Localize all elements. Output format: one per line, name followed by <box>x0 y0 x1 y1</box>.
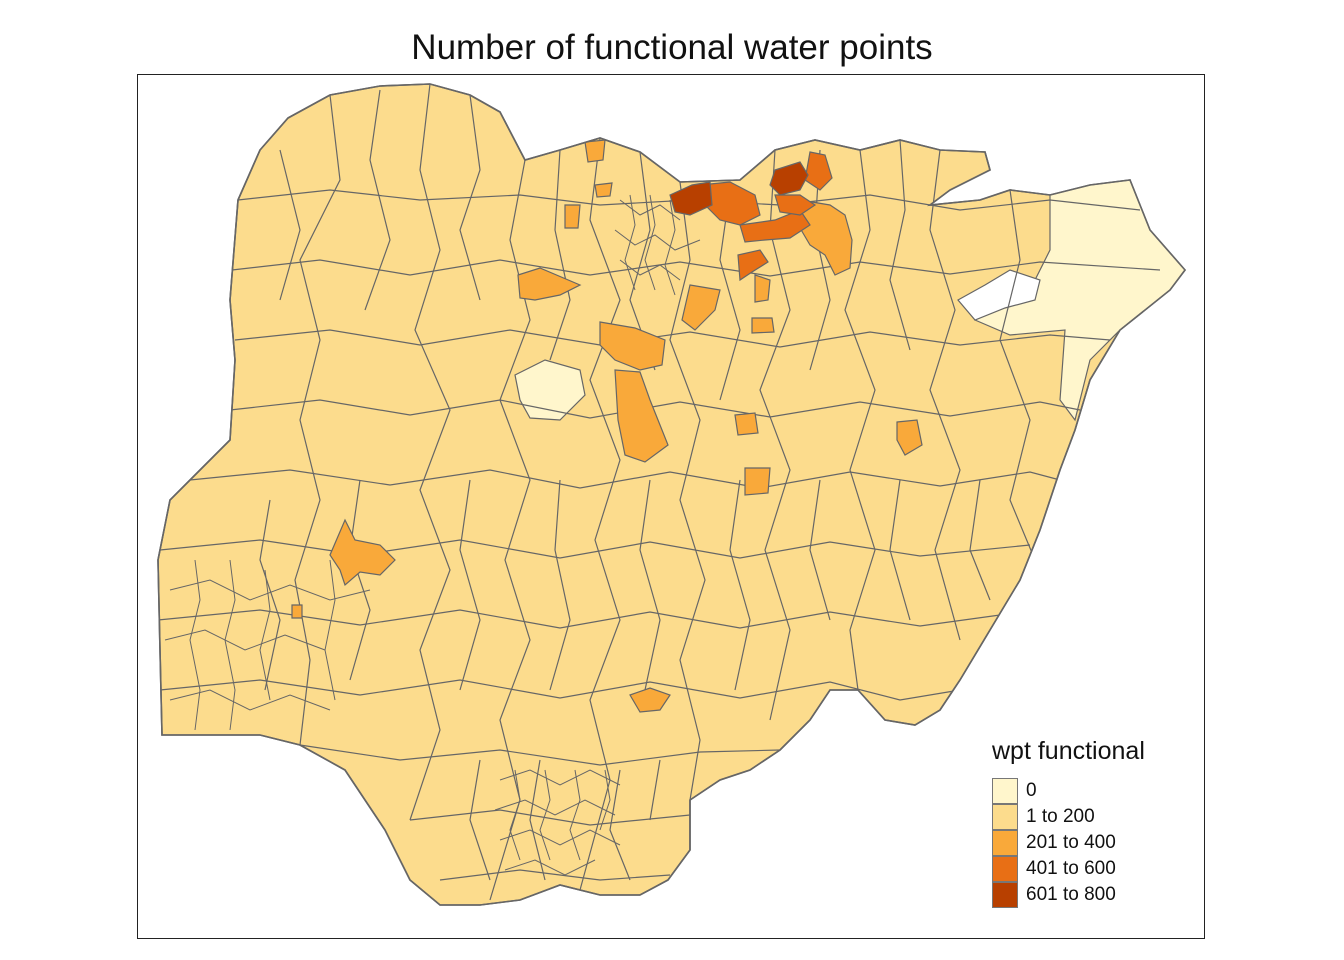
dense-boundaries-southwest <box>164 559 371 731</box>
area-601-800-b <box>769 161 809 196</box>
area-201-400-a <box>584 139 606 163</box>
legend-item: 1 to 200 <box>992 804 1145 830</box>
area-201-400-o <box>291 604 303 619</box>
map-title: Number of functional water points <box>411 28 933 67</box>
legend-item: 201 to 400 <box>992 830 1145 856</box>
area-401-600-d <box>737 249 769 282</box>
legend-title: wpt functional <box>992 737 1145 765</box>
shaded-areas-601-800 <box>669 161 809 216</box>
area-201-400-l <box>744 467 771 496</box>
dense-boundaries-north <box>614 194 701 296</box>
country-outline <box>157 83 1187 906</box>
area-no-data-lake <box>957 269 1041 321</box>
legend-label: 601 to 800 <box>1026 884 1116 905</box>
area-201-400-b <box>594 182 613 198</box>
map-frame <box>137 74 1205 939</box>
legend-swatch <box>992 882 1018 908</box>
area-201-400-c <box>564 204 581 229</box>
legend-label: 201 to 400 <box>1026 832 1116 853</box>
area-201-400-f <box>614 369 669 463</box>
legend-label: 401 to 600 <box>1026 858 1116 879</box>
map-legend: wpt functional 0 1 to 200 201 to 400 401… <box>992 737 1145 908</box>
legend-item: 0 <box>992 778 1145 804</box>
area-201-400-p <box>629 687 671 713</box>
area-401-600-e <box>774 194 817 216</box>
area-201-400-g <box>681 284 721 331</box>
legend-label: 1 to 200 <box>1026 806 1095 827</box>
area-401-600-b <box>739 209 811 243</box>
legend-item: 601 to 800 <box>992 882 1145 908</box>
area-zero-central <box>514 359 586 421</box>
area-601-800-a <box>669 181 713 216</box>
area-201-400-m <box>896 419 923 456</box>
legend-swatch <box>992 778 1018 804</box>
area-201-400-n <box>329 518 396 587</box>
area-201-400-d <box>517 267 582 301</box>
legend-swatch <box>992 804 1018 830</box>
no-data-areas <box>957 269 1041 321</box>
area-201-400-h <box>754 274 771 303</box>
shaded-areas-401-600 <box>699 151 833 282</box>
area-201-400-e <box>599 321 666 371</box>
legend-swatch <box>992 830 1018 856</box>
legend-label: 0 <box>1026 780 1037 801</box>
area-201-400-j <box>799 199 853 276</box>
legend-swatch <box>992 856 1018 882</box>
area-201-400-k <box>734 412 759 436</box>
dense-boundaries-southeast <box>494 769 621 876</box>
area-201-400-i <box>751 317 775 334</box>
legend-item: 401 to 600 <box>992 856 1145 882</box>
shaded-areas-201-400 <box>291 139 923 713</box>
